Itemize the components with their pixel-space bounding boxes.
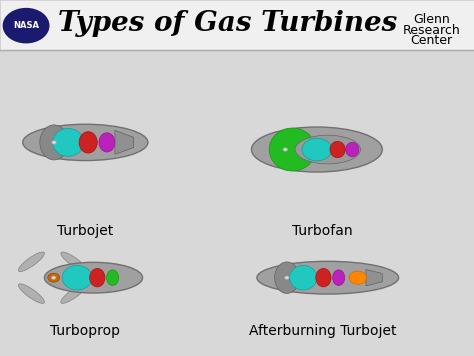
- Ellipse shape: [61, 284, 87, 303]
- Polygon shape: [366, 269, 383, 286]
- Ellipse shape: [61, 252, 87, 272]
- Ellipse shape: [333, 270, 345, 286]
- Text: Turbojet: Turbojet: [57, 224, 113, 239]
- Ellipse shape: [330, 141, 345, 158]
- FancyBboxPatch shape: [0, 0, 474, 50]
- Text: Center: Center: [410, 35, 452, 47]
- Ellipse shape: [79, 132, 97, 153]
- Ellipse shape: [269, 128, 316, 171]
- Ellipse shape: [53, 129, 84, 156]
- Ellipse shape: [107, 270, 118, 286]
- Ellipse shape: [18, 284, 45, 303]
- Text: Turbofan: Turbofan: [292, 224, 353, 239]
- Ellipse shape: [52, 276, 56, 279]
- Text: Types of Gas Turbines: Types of Gas Turbines: [58, 10, 397, 37]
- Text: NASA: NASA: [13, 21, 39, 30]
- Text: Afterburning Turbojet: Afterburning Turbojet: [248, 324, 396, 338]
- Ellipse shape: [23, 124, 148, 161]
- Ellipse shape: [40, 125, 68, 160]
- Text: Glenn: Glenn: [413, 13, 450, 26]
- Ellipse shape: [48, 273, 60, 282]
- Ellipse shape: [285, 276, 289, 279]
- Text: Research: Research: [402, 24, 460, 37]
- Ellipse shape: [45, 262, 143, 293]
- Ellipse shape: [274, 262, 299, 293]
- Ellipse shape: [290, 266, 317, 290]
- Ellipse shape: [349, 271, 366, 284]
- Ellipse shape: [251, 127, 383, 172]
- Ellipse shape: [316, 268, 331, 287]
- Polygon shape: [115, 130, 134, 155]
- Circle shape: [3, 9, 49, 43]
- Ellipse shape: [295, 135, 360, 164]
- Ellipse shape: [257, 261, 399, 294]
- Text: Turboprop: Turboprop: [50, 324, 120, 338]
- Ellipse shape: [62, 266, 92, 290]
- Ellipse shape: [302, 138, 332, 161]
- Ellipse shape: [90, 268, 105, 287]
- Ellipse shape: [52, 141, 56, 144]
- Ellipse shape: [18, 252, 45, 272]
- Ellipse shape: [346, 142, 359, 157]
- Ellipse shape: [99, 133, 115, 152]
- Ellipse shape: [283, 148, 287, 151]
